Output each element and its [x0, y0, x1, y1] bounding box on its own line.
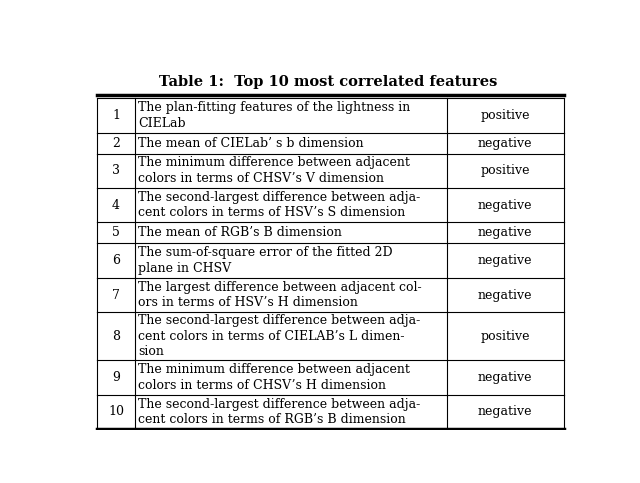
Text: The plan-fitting features of the lightness in
CIELab: The plan-fitting features of the lightne…: [138, 101, 410, 129]
Text: 9: 9: [112, 371, 120, 384]
Text: The sum-of-square error of the fitted 2D
plane in CHSV: The sum-of-square error of the fitted 2D…: [138, 246, 393, 275]
Text: The second-largest difference between adja-
cent colors in terms of HSV’s S dime: The second-largest difference between ad…: [138, 191, 420, 219]
Text: negative: negative: [478, 254, 532, 267]
Bar: [97, 222, 564, 243]
Text: The largest difference between adjacent col-
ors in terms of HSV’s H dimension: The largest difference between adjacent …: [138, 281, 422, 309]
Text: 4: 4: [112, 199, 120, 212]
Bar: [97, 98, 564, 132]
Text: 8: 8: [112, 330, 120, 343]
Text: The minimum difference between adjacent
colors in terms of CHSV’s H dimension: The minimum difference between adjacent …: [138, 363, 410, 392]
Text: negative: negative: [478, 371, 532, 384]
Bar: [97, 154, 564, 188]
Text: 6: 6: [112, 254, 120, 267]
Bar: [97, 188, 564, 222]
Bar: [97, 313, 564, 360]
Text: The mean of RGB’s B dimension: The mean of RGB’s B dimension: [138, 227, 342, 240]
Text: The mean of CIELab’ s b dimension: The mean of CIELab’ s b dimension: [138, 137, 364, 150]
Bar: [97, 278, 564, 313]
Bar: [97, 243, 564, 278]
Text: 10: 10: [108, 405, 124, 418]
Text: 1: 1: [112, 109, 120, 122]
Text: The second-largest difference between adja-
cent colors in terms of RGB’s B dime: The second-largest difference between ad…: [138, 398, 420, 426]
Bar: [97, 395, 564, 429]
Text: The minimum difference between adjacent
colors in terms of CHSV’s V dimension: The minimum difference between adjacent …: [138, 156, 410, 185]
Bar: [97, 132, 564, 154]
Text: 7: 7: [112, 288, 120, 301]
Text: positive: positive: [481, 164, 530, 177]
Text: 5: 5: [112, 227, 120, 240]
Text: negative: negative: [478, 227, 532, 240]
Text: negative: negative: [478, 199, 532, 212]
Text: negative: negative: [478, 137, 532, 150]
Text: The second-largest difference between adja-
cent colors in terms of CIELAB’s L d: The second-largest difference between ad…: [138, 314, 420, 358]
Text: negative: negative: [478, 405, 532, 418]
Text: positive: positive: [481, 109, 530, 122]
Bar: [97, 360, 564, 395]
Text: 3: 3: [112, 164, 120, 177]
Text: positive: positive: [481, 330, 530, 343]
Text: Table 1:  Top 10 most correlated features: Table 1: Top 10 most correlated features: [159, 75, 497, 89]
Text: negative: negative: [478, 288, 532, 301]
Text: 2: 2: [112, 137, 120, 150]
